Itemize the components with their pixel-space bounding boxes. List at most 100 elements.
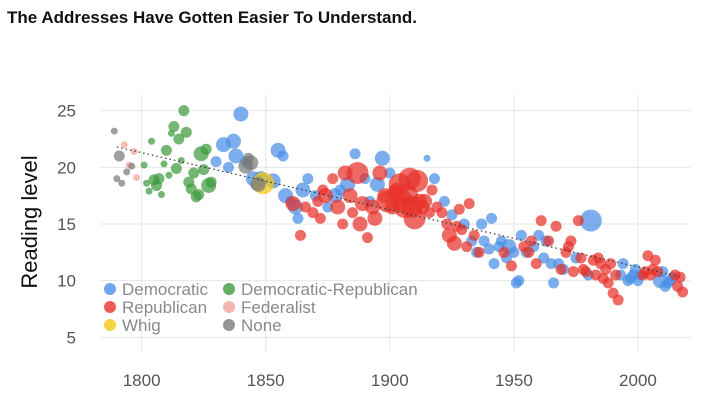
point-democratic: [483, 243, 495, 255]
point-republican: [330, 199, 346, 215]
point-republican: [543, 235, 555, 247]
point-republican: [567, 266, 579, 278]
point-republican: [337, 218, 349, 230]
point-democratic: [508, 246, 520, 258]
point-democratic-republican: [177, 157, 185, 165]
point-democratic-republican: [160, 160, 168, 168]
point-democratic-republican: [205, 176, 217, 188]
point-republican: [525, 235, 537, 247]
x-tick-label: 1800: [123, 371, 161, 390]
point-republican: [572, 215, 584, 227]
point-democratic-republican: [188, 167, 200, 179]
point-republican: [352, 216, 368, 232]
point-democratic: [374, 150, 390, 166]
point-republican: [550, 220, 562, 232]
point-democratic: [513, 275, 525, 287]
y-tick-labels: 5 10 15 20 25: [57, 102, 76, 348]
point-republican: [580, 266, 592, 278]
point-democratic-republican: [160, 144, 172, 156]
legend-label-whig: Whig: [122, 316, 161, 335]
point-republican: [652, 266, 664, 278]
legend-label-republican: Republican: [122, 298, 207, 317]
point-republican: [649, 254, 661, 266]
legend-label-federalist: Federalist: [241, 298, 316, 317]
point-democratic: [533, 229, 545, 241]
point-none: [110, 127, 118, 135]
point-republican: [468, 229, 480, 241]
point-republican: [602, 277, 614, 289]
point-republican: [367, 210, 383, 226]
x-tick-label: 1950: [495, 371, 533, 390]
point-democratic-republican: [180, 126, 192, 138]
legend-swatch-none: [223, 319, 235, 331]
point-republican: [461, 241, 473, 253]
point-republican: [436, 207, 448, 219]
point-democratic: [233, 106, 249, 122]
point-republican: [417, 193, 433, 209]
point-republican: [372, 165, 388, 181]
y-tick-label: 20: [57, 158, 76, 177]
point-democratic: [538, 252, 550, 264]
point-republican: [446, 235, 462, 251]
point-democratic-republican: [148, 137, 156, 145]
point-republican: [530, 258, 542, 270]
point-republican: [473, 246, 485, 258]
point-democratic: [579, 209, 602, 232]
y-tick-label: 5: [67, 328, 76, 347]
point-democratic: [349, 148, 361, 160]
point-federalist: [133, 174, 141, 182]
point-republican: [426, 184, 438, 196]
point-democratic-republican: [168, 121, 180, 133]
point-none: [113, 150, 125, 162]
point-none: [243, 155, 259, 171]
point-democratic: [428, 173, 440, 185]
point-republican: [307, 207, 319, 219]
point-democratic: [488, 258, 500, 270]
point-democratic: [476, 218, 488, 230]
point-federalist: [130, 147, 138, 155]
x-tick-label: 2000: [619, 371, 657, 390]
point-republican: [441, 218, 453, 230]
point-republican: [575, 252, 587, 264]
point-republican: [406, 169, 429, 192]
point-republican: [364, 199, 380, 215]
point-republican: [605, 258, 617, 270]
y-tick-label: 15: [57, 215, 76, 234]
point-none: [128, 162, 136, 170]
point-democratic-republican: [157, 191, 165, 199]
point-none: [123, 168, 131, 176]
point-democratic: [369, 176, 385, 192]
point-democratic: [384, 167, 396, 179]
point-republican: [299, 201, 311, 213]
point-democratic-republican: [140, 161, 148, 169]
legend-swatch-whig: [104, 319, 116, 331]
point-republican: [456, 224, 468, 236]
point-republican: [317, 188, 333, 204]
point-democratic: [423, 154, 431, 162]
point-republican: [463, 198, 475, 210]
legend-swatch-democratic-republican: [223, 283, 235, 295]
point-democratic: [548, 277, 560, 289]
point-republican: [346, 162, 369, 184]
point-democratic-republican: [200, 143, 212, 155]
point-democratic: [228, 148, 244, 164]
point-republican: [424, 207, 436, 219]
point-democratic-republican: [165, 171, 173, 179]
point-republican: [294, 229, 306, 241]
x-tick-label: 1900: [371, 371, 409, 390]
point-democratic-republican: [170, 162, 182, 174]
point-republican: [555, 263, 567, 275]
legend-swatch-democratic: [104, 283, 116, 295]
point-democratic-republican: [145, 187, 153, 195]
point-democratic: [515, 229, 527, 241]
legend-swatch-federalist: [223, 301, 235, 313]
point-democratic-republican: [173, 133, 185, 145]
legend-label-democratic: Democratic: [122, 280, 208, 299]
point-democratic: [225, 133, 241, 149]
point-republican: [610, 269, 622, 281]
x-tick-label: 1850: [247, 371, 285, 390]
point-democratic: [222, 161, 234, 173]
page-title: The Addresses Have Gotten Easier To Unde…: [7, 8, 418, 27]
point-republican: [612, 294, 624, 306]
